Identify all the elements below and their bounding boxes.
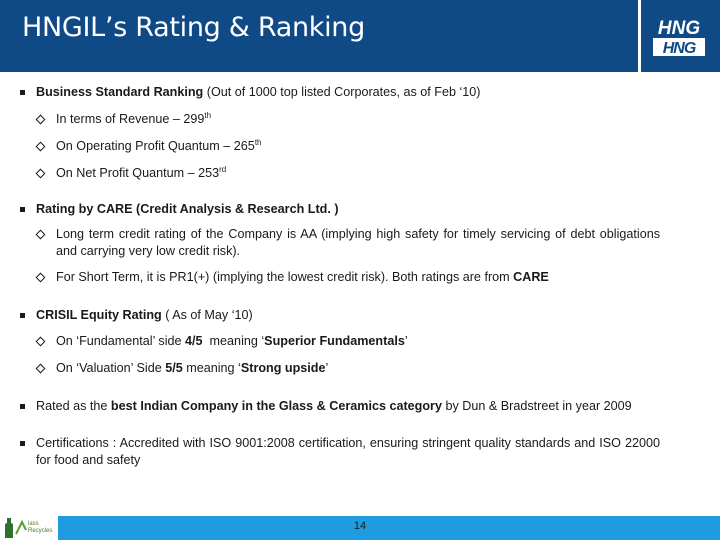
list-item: For Short Term, it is PR1(+) (implying t… [20,269,660,286]
diamond-bullet-icon [35,229,46,240]
square-bullet-icon [20,207,25,212]
logo-box: HNG HNG [641,0,720,72]
diamond-bullet-icon [35,141,46,152]
badge-line-2: Recycles [28,528,53,534]
diamond-bullet-icon [35,363,46,374]
recycle-bottle-icon [5,518,27,538]
dun-bradstreet-award: Rated as the best Indian Company in the … [20,398,660,415]
diamond-bullet-icon [35,336,46,347]
hng-logo: HNG HNG [653,18,705,57]
diamond-bullet-icon [35,114,46,125]
list-item: Long term credit rating of the Company i… [20,226,660,260]
list-item: On Net Profit Quantum – 253rd [20,165,660,182]
content: Business Standard Ranking (Out of 1000 t… [20,84,660,469]
svg-text:HNG: HNG [663,40,696,57]
list-item: On Operating Profit Quantum – 265th [20,138,660,155]
square-bullet-icon [20,404,25,409]
page-title: HNGIL’s Rating & Ranking [22,12,365,43]
care-rating: Rating by CARE (Credit Analysis & Resear… [20,201,660,218]
page-number: 14 [353,520,367,532]
list-item: On ‘Fundamental’ side 4/5 meaning ‘Super… [20,333,660,350]
badge-line-1: lass [28,521,39,527]
certifications: Certifications : Accredited with ISO 900… [20,435,660,469]
crisil-equity-rating: CRISIL Equity Rating ( As of May ‘10) [20,307,660,324]
square-bullet-icon [20,441,25,446]
diamond-bullet-icon [35,272,46,283]
title-bar: HNGIL’s Rating & Ranking [0,0,638,72]
list-item: On ‘Valuation’ Side 5/5 meaning ‘Strong … [20,360,660,377]
square-bullet-icon [20,313,25,318]
svg-text:HNG: HNG [658,18,700,39]
footer-bar: lass Recycles [0,516,720,540]
glass-recycles-badge: lass Recycles [0,516,58,540]
list-item: In terms of Revenue – 299th [20,111,660,128]
diamond-bullet-icon [35,168,46,179]
business-standard-ranking: Business Standard Ranking (Out of 1000 t… [20,84,660,101]
square-bullet-icon [20,90,25,95]
